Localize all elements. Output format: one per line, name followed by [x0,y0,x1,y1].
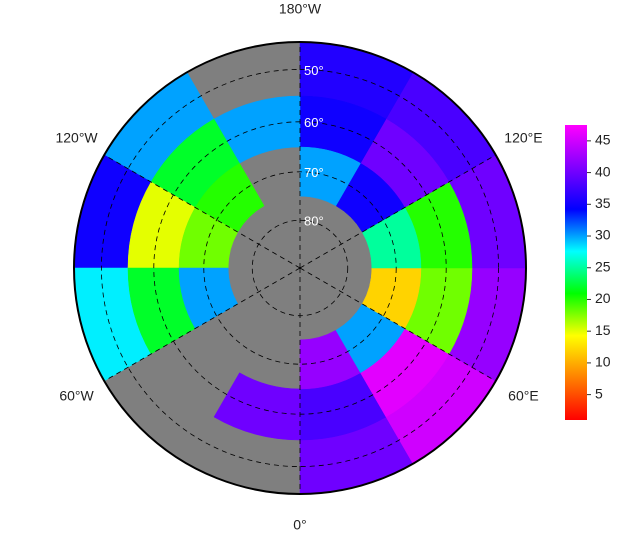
colorbar-tick-label: 25 [595,258,611,274]
colorbar-tick-label: 15 [595,322,611,338]
latitude-label: 60° [304,115,324,130]
colorbar-tick-label: 45 [595,132,611,148]
meridian-line [299,267,496,382]
longitude-label: 120°E [504,130,542,146]
colorbar-tick-label: 40 [595,163,611,179]
colorbar-tick-label: 30 [595,227,611,243]
colorbar-tick-label: 10 [595,354,611,370]
colorbar-tick-label: 35 [595,195,611,211]
longitude-label: 60°W [59,388,94,404]
colorbar-tick-label: 5 [595,385,603,401]
map-border [73,41,527,495]
latitude-circle [203,171,397,365]
longitude-label: 120°W [55,130,98,146]
longitude-label: 60°E [508,388,539,404]
latitude-label: 70° [304,165,324,180]
latitude-circle [101,69,499,467]
longitude-label: 0° [293,517,306,533]
latitude-label: 80° [304,214,324,229]
longitude-label: 180°W [279,1,322,17]
colorbar [565,125,587,420]
meridian-line [104,154,301,269]
meridian-line [104,267,301,382]
latitude-label: 50° [304,63,324,78]
meridian-line [299,154,496,269]
colorbar-tick-label: 20 [595,290,611,306]
